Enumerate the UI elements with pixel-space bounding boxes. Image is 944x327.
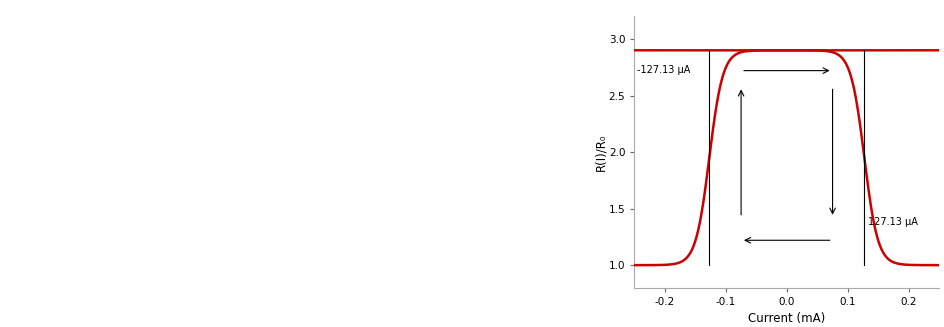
Text: -127.13 μA: -127.13 μA	[637, 64, 691, 75]
Y-axis label: R(I)/R₀: R(I)/R₀	[595, 133, 607, 171]
Text: 127.13 μA: 127.13 μA	[868, 217, 918, 227]
X-axis label: Current (mA): Current (mA)	[749, 312, 825, 325]
